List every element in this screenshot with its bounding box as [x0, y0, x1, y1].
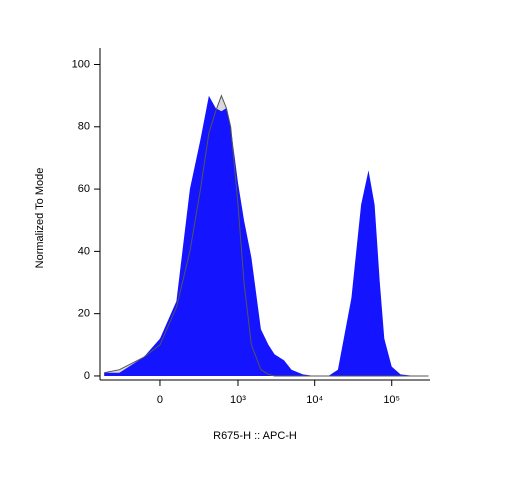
y-axis-label: Normalized To Mode	[34, 168, 46, 269]
histogram-outline	[104, 94, 429, 377]
x-axis-label: R675-H :: APC-H	[213, 430, 297, 442]
y-tick-label: 100	[72, 58, 90, 70]
x-tick-label: 10⁵	[383, 394, 400, 406]
histogram-area	[104, 95, 429, 376]
x-tick-label: 10³	[230, 394, 246, 406]
y-tick-label: 40	[78, 245, 90, 257]
y-tick-label: 60	[78, 183, 90, 195]
x-tick-label: 10⁴	[306, 394, 323, 406]
y-tick-label: 20	[78, 308, 90, 320]
x-tick-label: 0	[157, 394, 163, 406]
y-tick-label: 0	[84, 370, 90, 382]
y-tick-label: 80	[78, 121, 90, 133]
